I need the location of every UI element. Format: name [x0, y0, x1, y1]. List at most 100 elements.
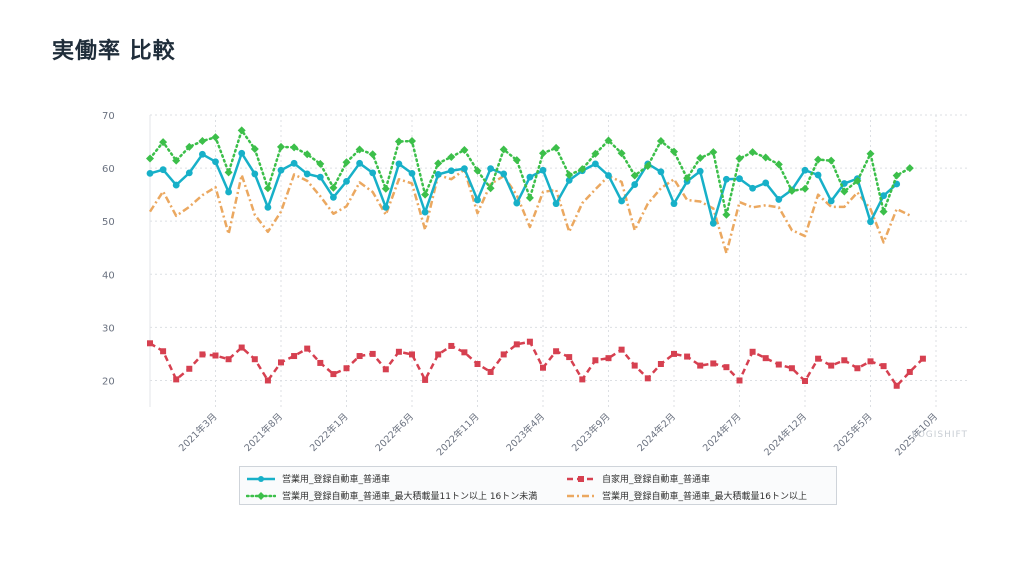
data-point-series-1 [801, 166, 809, 174]
y-tick-label: 50 [102, 217, 115, 228]
data-point-series-3 [237, 126, 246, 135]
data-point-series-1 [185, 169, 193, 177]
data-point-series-3 [787, 186, 796, 195]
legend-swatch-series-4 [567, 494, 595, 497]
data-point-series-3 [735, 154, 744, 163]
data-point-series-2 [500, 351, 507, 358]
x-tick-label: 2022年6月 [373, 411, 416, 454]
data-point-series-3 [643, 161, 652, 170]
data-point-series-3 [840, 187, 849, 196]
data-point-series-1 [172, 181, 180, 189]
data-point-series-2 [802, 377, 808, 384]
data-point-series-3 [539, 149, 547, 158]
data-point-series-1 [723, 175, 730, 183]
x-tick-label: 2025年5月 [831, 411, 874, 454]
data-point-series-3 [552, 143, 561, 152]
data-point-series-2 [605, 355, 612, 362]
data-point-series-1 [565, 176, 573, 184]
data-point-series-3 [434, 159, 443, 168]
y-tick-label: 40 [102, 270, 115, 281]
data-point-series-1 [867, 218, 874, 226]
series-line-1 [149, 151, 898, 225]
legend-item-series-3[interactable]: 営業用_登録自動車_普通車_最大積載量11トン以上 16トン未満 [246, 489, 537, 502]
data-point-series-3 [525, 193, 534, 202]
data-point-series-2 [671, 350, 677, 357]
data-point-series-3 [447, 152, 456, 161]
data-point-series-3 [277, 142, 285, 151]
data-point-series-2 [251, 356, 258, 363]
data-point-series-2 [788, 365, 795, 372]
data-point-series-1 [356, 159, 363, 167]
data-point-series-2 [513, 341, 520, 348]
data-point-series-1 [631, 181, 639, 188]
data-point-series-1 [513, 199, 521, 207]
data-point-series-2 [382, 366, 389, 373]
x-tick-label: 2021年8月 [242, 411, 285, 454]
data-point-series-3 [696, 154, 705, 163]
data-point-series-2 [186, 365, 193, 372]
data-point-series-1 [369, 169, 377, 177]
series-line-4 [148, 168, 911, 255]
data-point-series-2 [566, 354, 573, 361]
data-point-series-3 [224, 168, 233, 177]
data-point-series-1 [762, 179, 770, 187]
data-point-series-2 [919, 355, 926, 362]
data-point-series-2 [160, 348, 167, 355]
data-point-series-3 [591, 149, 600, 158]
data-point-series-1 [434, 171, 442, 178]
data-point-series-2 [356, 353, 363, 360]
data-point-series-3 [905, 164, 914, 173]
data-point-series-2 [618, 346, 625, 353]
data-point-series-2 [893, 382, 900, 389]
x-tick-label: 2022年1月 [307, 411, 350, 454]
y-tick-label: 30 [102, 323, 115, 334]
data-point-series-1 [343, 177, 350, 185]
legend-label-series-3: 営業用_登録自動車_普通車_最大積載量11トン以上 16トン未満 [282, 492, 538, 502]
data-point-series-3 [565, 170, 574, 179]
data-point-series-2 [461, 349, 468, 356]
data-point-series-2 [238, 344, 245, 351]
data-point-series-3 [670, 147, 678, 156]
y-tick-label: 60 [102, 164, 115, 175]
data-point-series-1 [146, 170, 154, 177]
data-point-series-3 [486, 184, 495, 193]
data-point-series-2 [422, 376, 429, 383]
legend-item-series-1[interactable]: 営業用_登録自動車_普通車 [246, 472, 390, 485]
data-point-series-1 [618, 197, 625, 205]
data-point-series-2 [212, 352, 219, 359]
data-point-series-3 [814, 155, 823, 164]
legend-label-series-4: 営業用_登録自動車_普通車_最大積載量16トン以上 [602, 492, 807, 502]
data-point-series-1 [474, 196, 481, 204]
data-point-series-3 [146, 154, 154, 163]
data-point-series-1 [880, 192, 887, 200]
data-point-series-1 [421, 208, 429, 216]
data-point-series-3 [722, 210, 731, 219]
data-point-series-1 [277, 166, 285, 174]
data-point-series-3 [303, 150, 312, 159]
data-point-series-3 [473, 166, 482, 175]
data-point-series-3 [211, 133, 220, 142]
data-point-series-2 [435, 351, 442, 358]
data-point-series-1 [447, 167, 455, 175]
data-point-series-1 [500, 170, 508, 178]
data-point-series-1 [749, 184, 756, 192]
data-point-series-2 [736, 377, 743, 384]
x-tick-label: 2023年9月 [569, 411, 612, 454]
data-point-series-2 [474, 360, 481, 367]
data-point-series-3 [329, 183, 338, 192]
data-point-series-3 [512, 156, 521, 165]
legend-item-series-2[interactable]: 自家用_登録自動車_普通車 [566, 472, 710, 485]
data-point-series-2 [592, 357, 599, 364]
data-point-series-3 [656, 137, 665, 146]
x-tick-label: 2022年11月 [434, 411, 482, 459]
data-point-series-3 [172, 156, 181, 165]
data-point-series-2 [906, 368, 913, 375]
legend-item-series-4[interactable]: 営業用_登録自動車_普通車_最大積載量16トン以上 [566, 489, 807, 502]
data-point-series-1 [827, 197, 835, 205]
data-point-series-1 [709, 219, 717, 227]
data-point-series-2 [631, 362, 638, 369]
data-point-series-3 [761, 153, 770, 162]
x-tick-label: 2024年7月 [700, 411, 743, 454]
data-point-series-2 [343, 365, 350, 372]
